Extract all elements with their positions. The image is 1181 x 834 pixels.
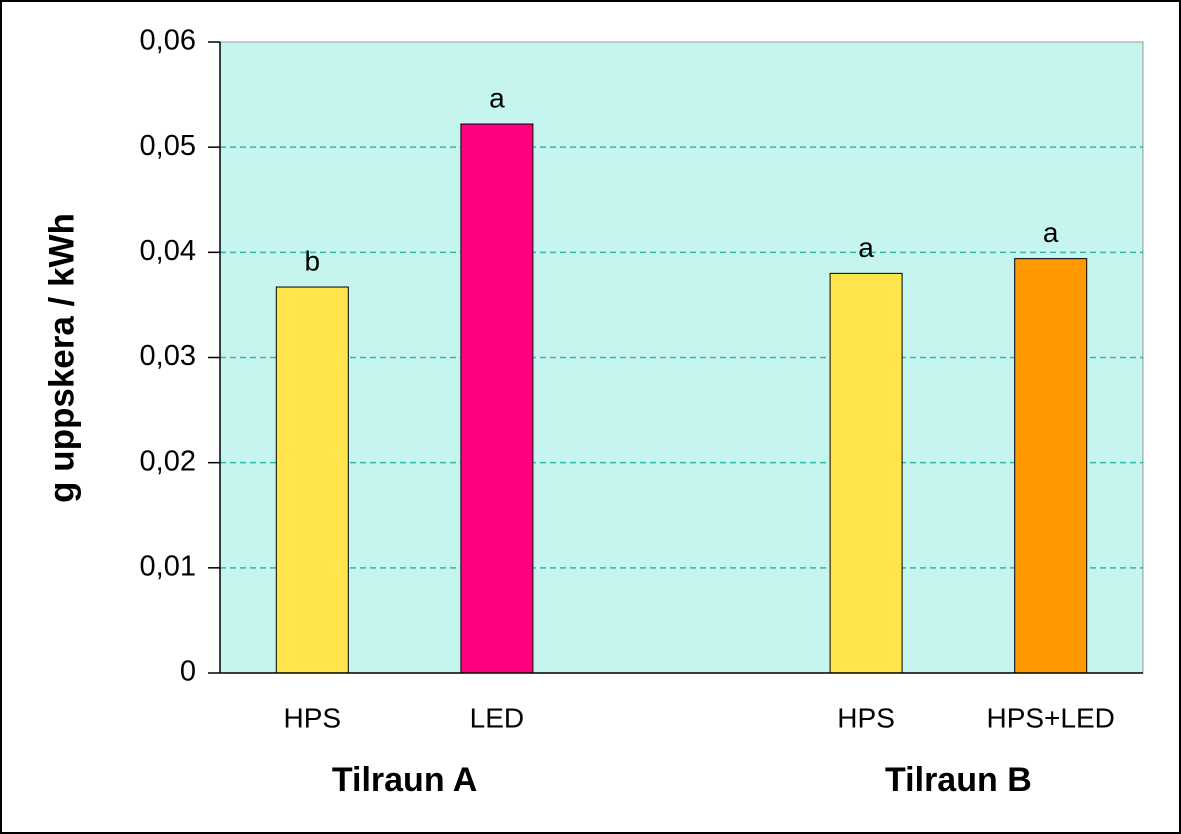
- x-tick-label: LED: [470, 702, 524, 733]
- bar: [1014, 258, 1088, 674]
- group-label: Tilraun A: [332, 761, 477, 799]
- group-label: Tilraun B: [885, 761, 1032, 799]
- y-tick-label: 0,04: [140, 235, 196, 267]
- y-tick-label: 0,02: [140, 445, 196, 477]
- x-tick-label: HPS: [837, 702, 895, 733]
- y-tick-label: 0,06: [140, 25, 196, 57]
- x-tick-label: HPS+LED: [986, 702, 1114, 733]
- y-tick-label: 0,03: [140, 340, 196, 372]
- significance-letter: a: [489, 82, 505, 113]
- y-tick-label: 0: [180, 656, 196, 688]
- y-tick-label: 0,01: [140, 550, 196, 582]
- significance-letter: b: [305, 245, 321, 276]
- significance-letter: a: [858, 232, 874, 263]
- x-tick-label: HPS: [284, 702, 342, 733]
- significance-letter: a: [1043, 217, 1059, 248]
- y-axis-label: g uppskera / kWh: [42, 213, 81, 503]
- bar: [829, 272, 903, 674]
- bar: [275, 286, 349, 674]
- bar: [460, 123, 534, 674]
- y-tick-label: 0,05: [140, 130, 196, 162]
